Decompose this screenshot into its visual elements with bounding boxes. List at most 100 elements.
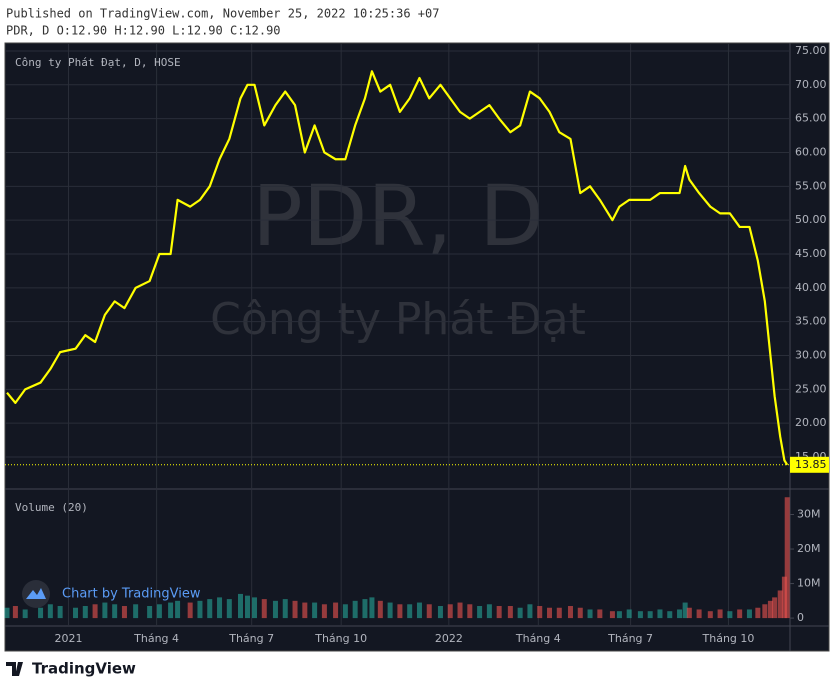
volume-bar <box>762 604 768 619</box>
volume-bar <box>767 600 773 619</box>
volume-bar <box>217 597 223 619</box>
volume-bar <box>92 604 98 619</box>
x-tick-label: Tháng 7 <box>228 632 274 645</box>
y-tick-label: 25.00 <box>795 382 827 395</box>
ohlc-line: PDR, D O:12.90 H:12.90 L:12.90 C:12.90 <box>6 24 281 38</box>
volume-bar <box>168 602 174 619</box>
volume-bar <box>755 607 761 619</box>
footer-brand: TradingView <box>32 660 136 678</box>
volume-bar <box>537 606 543 619</box>
volume-bar <box>207 599 213 619</box>
volume-bar <box>197 600 203 619</box>
volume-bar <box>175 600 181 619</box>
volume-bar <box>527 604 533 619</box>
volume-bar <box>352 600 358 619</box>
volume-bar <box>577 607 583 619</box>
volume-bar <box>556 607 562 619</box>
volume-bar <box>597 609 603 619</box>
volume-bar <box>696 609 702 619</box>
legend: Công ty Phát Đạt, D, HOSE <box>15 56 181 69</box>
volume-bar <box>737 609 743 619</box>
volume-bar <box>626 609 632 619</box>
volume-bar <box>609 611 615 619</box>
volume-bar <box>727 611 733 619</box>
volume-bar <box>251 597 257 619</box>
volume-bar <box>261 599 267 619</box>
volume-bar <box>312 602 318 619</box>
y-tick-label: 10M <box>797 577 821 590</box>
y-tick-label: 30.00 <box>795 348 827 361</box>
volume-bar <box>647 611 653 619</box>
volume-bar <box>47 604 53 619</box>
volume-bar <box>272 600 278 619</box>
volume-bar <box>416 602 422 619</box>
volume-bar <box>133 604 139 619</box>
y-tick-label: 40.00 <box>795 281 827 294</box>
published-line: Published on TradingView.com, November 2… <box>6 7 439 21</box>
watermark-symbol: PDR, D <box>252 167 544 265</box>
y-tick-label: 75.00 <box>795 44 827 57</box>
volume-bar <box>38 607 44 619</box>
price-line <box>6 70 789 466</box>
volume-bar <box>12 606 18 619</box>
volume-bar <box>121 606 127 619</box>
volume-bar <box>781 576 787 619</box>
x-tick-label: Tháng 10 <box>314 632 367 645</box>
y-tick-label: 45.00 <box>795 247 827 260</box>
plot-layer: 2021 Tháng 4 Tháng 7 Tháng 10 2022 Tháng 4 Thá… <box>4 44 829 645</box>
y-tick-label: 30M <box>797 508 821 521</box>
y-tick-label: 0 <box>797 611 804 624</box>
x-tick-label: Tháng 7 <box>607 632 653 645</box>
x-tick-label: Tháng 4 <box>133 632 179 645</box>
chart-by[interactable]: Chart by TradingView <box>62 587 201 602</box>
volume-bar <box>587 609 593 619</box>
volume-bar <box>156 604 162 619</box>
chart-panel <box>4 42 830 652</box>
volume-bar <box>397 604 403 619</box>
x-tick-label: 2022 <box>435 632 463 645</box>
volume-bar <box>677 609 683 619</box>
y-tick-label: 20.00 <box>795 416 827 429</box>
volume-bar <box>377 600 383 619</box>
volume-bar <box>772 597 778 619</box>
volume-bar <box>4 607 10 619</box>
x-tick-label: Tháng 10 <box>702 632 755 645</box>
volume-bar <box>437 606 443 619</box>
volume-bar <box>686 607 692 619</box>
volume-bar <box>477 606 483 619</box>
volume-bar <box>777 590 783 619</box>
volume-bar <box>369 597 375 619</box>
volume-bar <box>567 606 573 619</box>
volume-bar <box>22 609 28 619</box>
volume-bar <box>717 609 723 619</box>
volume-bar <box>112 604 118 619</box>
last-price-label: 13.85 <box>795 458 827 471</box>
y-tick-label: 35.00 <box>795 315 827 328</box>
watermark-name: Công ty Phát Đạt <box>210 294 586 345</box>
volume-bar <box>426 604 432 619</box>
volume-bar <box>447 604 453 619</box>
volume-bar <box>82 606 88 619</box>
volume-bar <box>362 599 368 619</box>
last-price-tag <box>790 456 829 473</box>
volume-bar <box>282 599 288 619</box>
y-tick-label: 70.00 <box>795 78 827 91</box>
volume-bar <box>517 607 523 619</box>
tv-logo <box>6 662 23 676</box>
volume-bar <box>226 599 232 619</box>
volume-bar <box>73 607 79 619</box>
y-tick-label: 65.00 <box>795 112 827 125</box>
volume-bar <box>333 602 339 619</box>
volume-bar <box>57 606 63 619</box>
volume-bar <box>244 595 250 619</box>
volume-bar <box>187 602 193 619</box>
volume-bar <box>238 593 244 619</box>
volume-bar <box>667 611 673 619</box>
volume-legend: Volume (20) <box>15 501 88 514</box>
volume-bar <box>387 602 393 619</box>
volume-bar <box>342 604 348 619</box>
volume-bar <box>147 606 153 619</box>
volume-bar <box>102 602 108 619</box>
